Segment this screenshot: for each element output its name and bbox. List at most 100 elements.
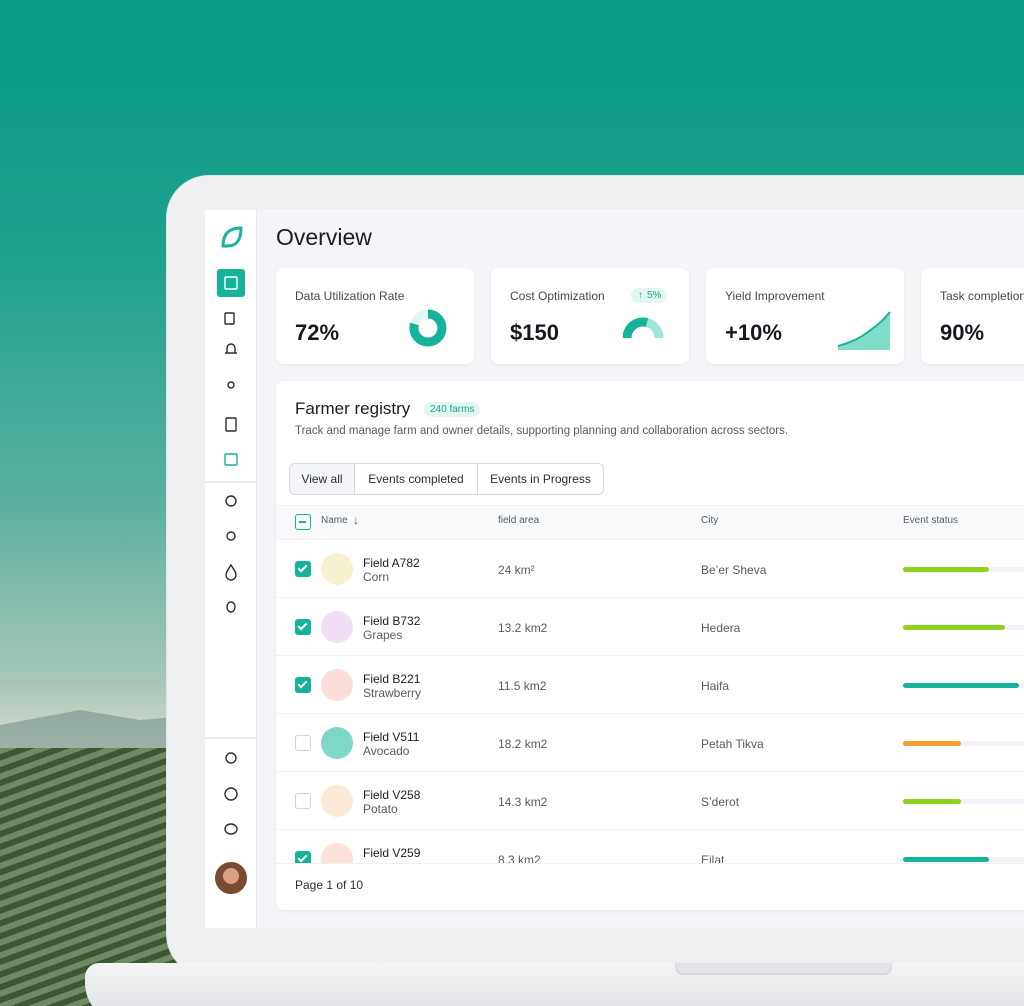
kpi-label: Data Utilization Rate — [295, 289, 405, 303]
kpi-graphic — [623, 317, 664, 339]
check — [297, 620, 308, 631]
field-area: 8.3 km2 — [498, 853, 541, 863]
area-line — [838, 311, 891, 347]
crop-name: Potato — [363, 802, 398, 816]
city: Petah Tikva — [701, 737, 764, 751]
registry-card: Farmer registry 240 farms Track and mana… — [276, 381, 1024, 910]
column-header: City — [701, 515, 719, 526]
column-header: field area — [498, 515, 540, 526]
crop-avatar — [321, 843, 353, 863]
nav-crops[interactable] — [225, 495, 237, 507]
logo — [221, 226, 243, 248]
user-avatar-face — [223, 868, 239, 884]
crop-avatar — [321, 669, 353, 701]
nav-dashboard-icon — [224, 276, 238, 290]
kpi-card: Cost Optimization $150 5% ↑ — [491, 268, 689, 364]
status-bar — [903, 857, 989, 862]
sort-arrow: ↓ — [353, 513, 359, 527]
kpi-card: Task completion 90% — [921, 268, 1024, 364]
page-title: Overview — [276, 224, 372, 250]
check — [297, 678, 308, 689]
field-name: Field B732 — [363, 614, 421, 628]
row-checkbox[interactable] — [295, 735, 311, 751]
nav-docs[interactable] — [224, 312, 235, 325]
field-area: 24 km² — [498, 563, 535, 577]
kpi-label: Yield Improvement — [725, 289, 825, 303]
field-area: 11.5 km2 — [498, 679, 547, 693]
table-row: Field B221 Strawberry 11.5 km2 Haifa — [276, 656, 1024, 714]
status-bar — [903, 683, 1019, 688]
tab[interactable]: Events completed — [355, 463, 478, 495]
kpi-value: 90% — [940, 320, 985, 345]
column-header: Name — [321, 515, 348, 526]
status-bar — [903, 567, 989, 572]
select-all-checkbox[interactable] — [295, 514, 311, 530]
nav-database[interactable] — [224, 823, 238, 835]
table-row: Field A782 Corn 24 km² Be’er Sheva — [276, 540, 1024, 598]
field-name: Field A782 — [363, 556, 420, 570]
nav-bell[interactable] — [225, 343, 237, 354]
table-body: Field A782 Corn 24 km² Be’er Sheva Field B73… — [276, 540, 1024, 863]
nav-pests[interactable] — [226, 601, 236, 613]
registry-title: Farmer registry — [295, 399, 411, 418]
crop-name: Strawberry — [363, 686, 422, 700]
row-checkbox[interactable] — [295, 793, 311, 809]
minus — [299, 521, 306, 523]
registry-badge: 240 farms — [424, 402, 481, 417]
field-name: Field B221 — [363, 672, 421, 686]
row-checkbox[interactable] — [295, 619, 311, 635]
status-track — [903, 741, 1024, 746]
nav-users[interactable] — [227, 381, 235, 389]
sidebar-icons — [205, 226, 257, 896]
city: Hedera — [701, 621, 741, 635]
nav-tasks[interactable] — [225, 417, 237, 432]
footer-divider — [276, 863, 1024, 864]
crop-name: Grapes — [363, 628, 403, 642]
pagination: Page 1 of 10 — [295, 878, 364, 892]
sidebar — [205, 210, 257, 928]
crop-name: Avocado — [363, 744, 410, 758]
status-bar — [903, 625, 1005, 630]
kpi-value: 72% — [295, 320, 340, 345]
table-row: Field V511 Avocado 18.2 km2 Petah Tikva — [276, 714, 1024, 772]
field-area: 13.2 km2 — [498, 621, 548, 635]
area-chart — [838, 312, 890, 350]
nav-water[interactable] — [225, 563, 237, 581]
crop-avatar — [321, 727, 353, 759]
nav-sun[interactable] — [226, 531, 236, 541]
field-name: Field V259 — [363, 846, 421, 860]
row-checkbox[interactable] — [295, 677, 311, 693]
nav-calendar[interactable] — [224, 453, 238, 466]
kpi-label: Task completion — [940, 289, 1024, 303]
crop-avatar — [321, 611, 353, 643]
kpi-card: Yield Improvement +10% — [706, 268, 904, 364]
city: Eilat — [701, 853, 725, 863]
nav-dashboard[interactable] — [217, 269, 245, 297]
row-checkbox[interactable] — [295, 851, 311, 863]
kpi-badge: 5% — [631, 288, 668, 303]
field-name: Field V511 — [363, 730, 420, 744]
kpi-graphic — [409, 309, 447, 347]
kpi-value: +10% — [725, 320, 782, 345]
table-row: Field B732 Grapes 13.2 km2 Hedera — [276, 598, 1024, 656]
laptop-notch — [675, 963, 892, 975]
table-header — [276, 505, 1024, 540]
column-header: Event status — [903, 515, 959, 526]
table-row: Field V258 Potato 14.3 km2 S’derot — [276, 772, 1024, 830]
city: Haifa — [701, 679, 730, 693]
city: Be’er Sheva — [701, 563, 767, 577]
crop-avatar — [321, 553, 353, 585]
row-checkbox[interactable] — [295, 561, 311, 577]
gauge-arc — [623, 317, 649, 339]
tab[interactable]: Events in Progress — [478, 463, 604, 495]
status-bar — [903, 741, 961, 746]
check — [297, 852, 308, 863]
nav-settings[interactable] — [225, 752, 237, 764]
field-area: 14.3 km2 — [498, 795, 548, 809]
nav-help[interactable] — [224, 787, 238, 801]
tab[interactable]: View all — [289, 463, 355, 495]
kpi-label: Cost Optimization — [510, 289, 605, 303]
crop-name: Corn — [363, 570, 390, 584]
status-bar — [903, 799, 961, 804]
